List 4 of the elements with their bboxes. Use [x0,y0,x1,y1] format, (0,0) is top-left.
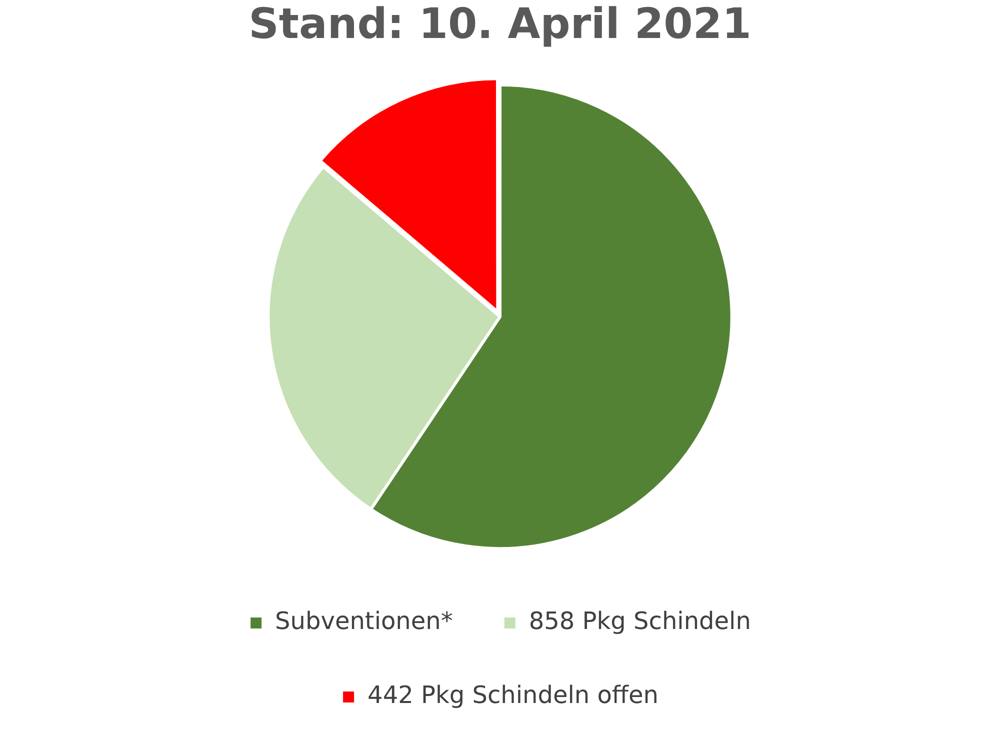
chart-title: Stand: 10. April 2021 [248,0,752,48]
legend-label: 858 Pkg Schindeln [528,607,751,636]
legend-label: 442 Pkg Schindeln offen [368,681,658,710]
legend-label: Subventionen* [275,607,453,636]
